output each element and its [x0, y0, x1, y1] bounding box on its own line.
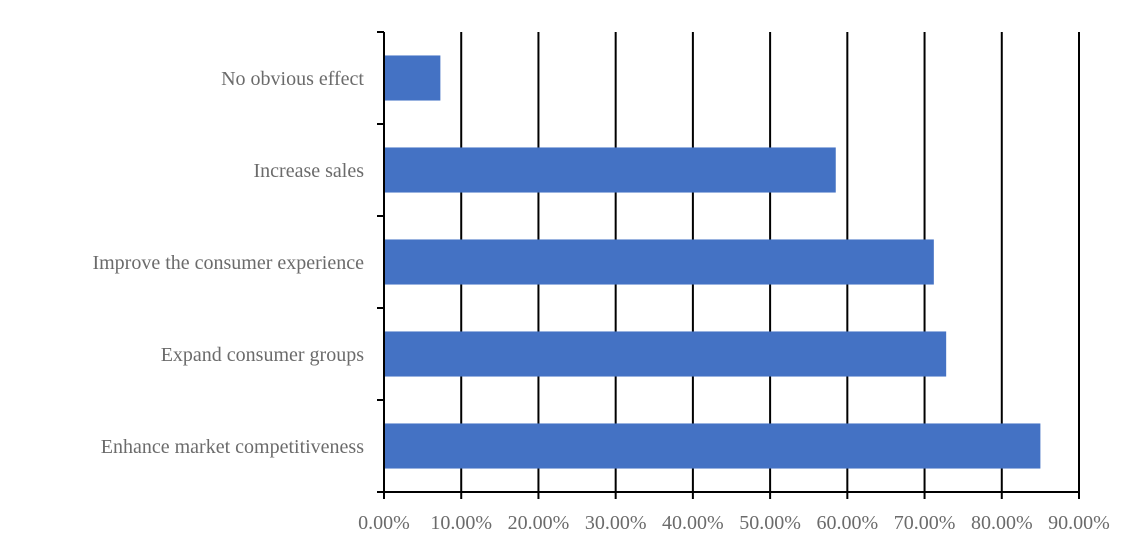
category-labels: No obvious effect Increase sales Improve t…	[92, 68, 364, 458]
x-tick-label-0: 0.00%	[358, 512, 410, 534]
category-label-3: Expand consumer groups	[161, 344, 365, 366]
x-tick-label-9: 90.00%	[1048, 512, 1110, 534]
x-tick-label-5: 50.00%	[739, 512, 801, 534]
x-tick-label-1: 10.00%	[430, 512, 492, 534]
bars	[384, 55, 1041, 469]
bar-no-obvious-effect	[384, 55, 441, 101]
x-tick-label-2: 20.00%	[508, 512, 570, 534]
x-tick-labels: 0.00% 10.00% 20.00% 30.00% 40.00% 50.00% 60.00…	[358, 512, 1110, 534]
bar-enhance-market-competitiveness	[384, 423, 1041, 469]
x-tick-label-3: 30.00%	[585, 512, 647, 534]
bar-improve-the-consumer-experience	[384, 239, 934, 285]
category-label-1: Increase sales	[254, 160, 365, 182]
bar-expand-consumer-groups	[384, 331, 947, 377]
category-label-0: No obvious effect	[221, 68, 364, 90]
category-label-4: Enhance market competitiveness	[101, 436, 364, 458]
category-label-2: Improve the consumer experience	[92, 252, 364, 274]
bar-increase-sales	[384, 147, 836, 193]
x-tick-label-4: 40.00%	[662, 512, 724, 534]
x-tick-label-6: 60.00%	[816, 512, 878, 534]
x-tick-label-7: 70.00%	[894, 512, 956, 534]
axes	[377, 31, 1080, 499]
x-tick-label-8: 80.00%	[971, 512, 1033, 534]
